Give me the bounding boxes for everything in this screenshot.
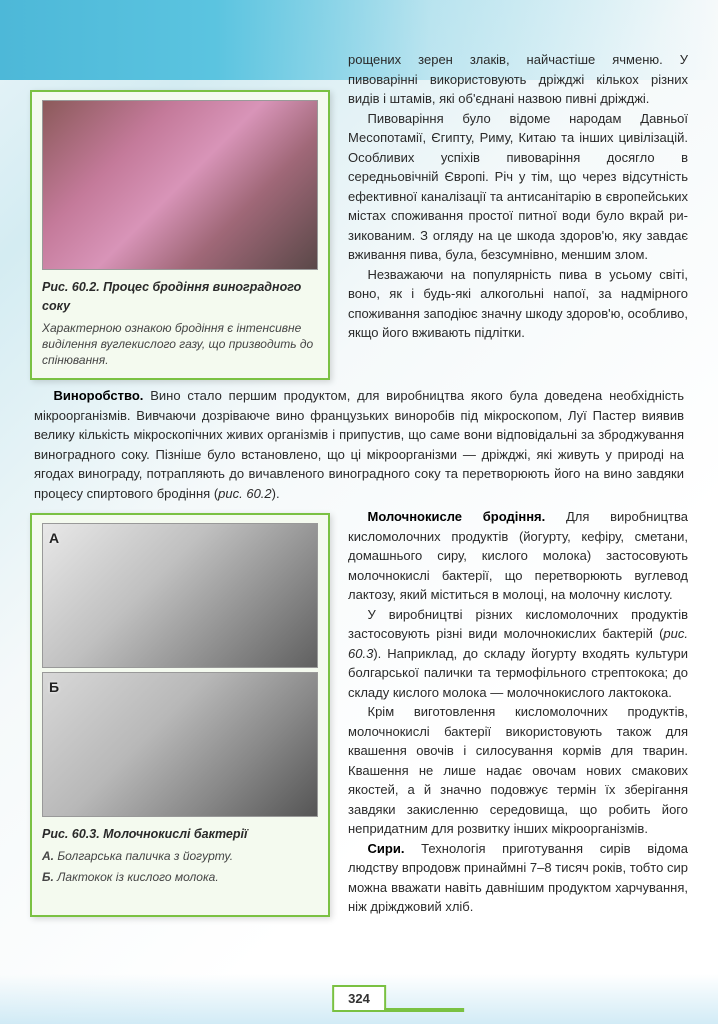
page-content: Рис. 60.2. Процес бродіння виноградного …	[0, 0, 718, 937]
heading-wine: Виноробство.	[54, 388, 144, 403]
row-top: Рис. 60.2. Процес бродіння виноградного …	[30, 50, 688, 380]
row-bottom: А Б Рис. 60.3. Молочнокислі бактерії А. …	[30, 507, 688, 917]
para-cheese: Сири. Технологія приготування сирів відо…	[348, 839, 688, 917]
heading-cheese: Сири.	[368, 841, 405, 856]
para-brewing: Пивоваріння було відоме народам Дав­ньої…	[348, 109, 688, 265]
para-wine: Виноробство. Вино стало першим продуктом…	[30, 386, 688, 503]
figure-60-3-label-a: А	[49, 528, 59, 549]
page-number: 324	[332, 985, 386, 1013]
text-wine-tail: ).	[272, 486, 280, 501]
figure-60-3-title: Рис. 60.3. Молочнокислі бактерії	[42, 825, 318, 844]
heading-lactic: Молочнокисле бродіння.	[368, 509, 546, 524]
figure-60-3-sub-b: Б. Лактокок із кислого молока.	[42, 868, 318, 886]
figure-60-2-title: Рис. 60.2. Процес бродіння виноградного …	[42, 278, 318, 316]
top-right-column: рощених зерен злаків, найчастіше ячменю.…	[348, 50, 688, 380]
para-intro: рощених зерен злаків, найчастіше ячменю.…	[348, 50, 688, 109]
para-lactic-2: У виробництві різних кисломолочних про­д…	[348, 605, 688, 703]
figure-60-2-caption: Характерною ознакою бродіння є інтенсивн…	[42, 320, 318, 369]
figure-60-3-label-b: Б	[49, 677, 59, 698]
para-lactic-3: Крім виготовлення кисломолочних продук­т…	[348, 702, 688, 839]
text-wine: Вино стало першим продуктом, для виробни…	[34, 388, 684, 501]
figure-60-2: Рис. 60.2. Процес бродіння виноградного …	[30, 90, 330, 380]
figure-60-3-sub-a: А. Болгарська паличка з йогурту.	[42, 847, 318, 865]
ref-fig-60-2: рис. 60.2	[218, 486, 272, 501]
bottom-right-column: Молочнокисле бродіння. Для виробни­цтва …	[348, 507, 688, 917]
para-lactic-1: Молочнокисле бродіння. Для виробни­цтва …	[348, 507, 688, 605]
figure-60-2-image	[42, 100, 318, 270]
para-beer-harm: Незважаючи на популярність пива в усьо­м…	[348, 265, 688, 343]
figure-60-3: А Б Рис. 60.3. Молочнокислі бактерії А. …	[30, 513, 330, 917]
figure-60-3-image-a: А	[42, 523, 318, 668]
figure-60-3-image-b: Б	[42, 672, 318, 817]
